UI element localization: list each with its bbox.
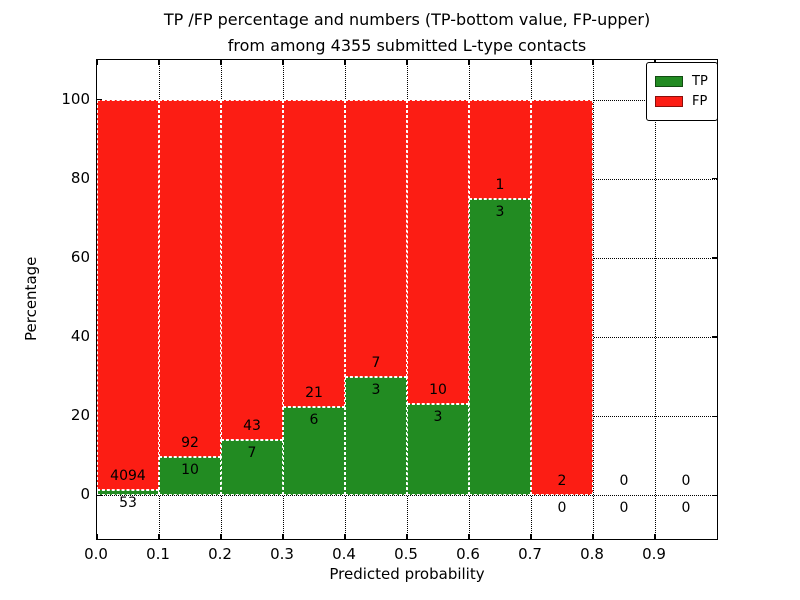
tp-count-label: 0 [619,500,629,517]
chart-title-line1: TP /FP percentage and numbers (TP-bottom… [163,10,651,29]
gridline-x [655,60,656,539]
tp-count-label: 53 [119,495,137,512]
tick-mark-right [712,336,717,338]
fp-count-label: 2 [557,473,567,490]
fp-count-label: 1 [495,176,505,193]
bar-tp [221,440,283,496]
tick-mark-right [712,494,717,497]
bar-tp [407,404,469,496]
tick-mark-right [712,178,717,180]
tp-count-label: 0 [681,500,691,517]
legend-swatch-fp [655,96,683,107]
fp-count-label: 10 [429,382,447,399]
tick-mark-bottom [654,534,656,539]
tick-mark-bottom [96,534,98,539]
y-tick-label: 20 [70,406,90,425]
tick-mark-bottom [530,534,532,539]
x-tick-label: 0.7 [518,545,542,563]
x-tick-label: 0.4 [332,545,356,563]
x-tick-label: 0.6 [456,545,480,563]
tick-mark-right [712,257,717,259]
bar-tp [345,376,407,496]
tick-mark-right [712,415,717,417]
x-tick-label: 0.2 [208,545,232,563]
bar-fp [159,99,221,457]
y-tick-label: 80 [70,168,90,187]
y-tick-label: 40 [70,327,90,346]
fp-count-label: 0 [619,473,629,490]
bar-fp [221,99,283,441]
tick-mark-bottom [282,534,284,539]
bar-fp [469,99,531,199]
tp-count-label: 3 [371,381,381,398]
x-tick-label: 0.5 [394,545,418,563]
tick-mark-bottom [592,534,594,539]
tick-mark-bottom [344,534,346,539]
tick-mark-bottom [468,534,470,539]
legend-label-fp: FP [692,94,708,109]
tick-mark-top [282,60,284,65]
bar-fp [531,99,593,496]
tp-count-label: 3 [495,203,505,220]
tp-count-label: 0 [557,500,567,517]
tp-count-label: 10 [181,461,199,478]
legend-swatch-tp [655,76,683,87]
fp-count-label: 4094 [110,468,146,485]
tick-mark-top [220,60,222,65]
bar-fp [345,99,407,377]
x-tick-label: 0.0 [84,545,108,563]
bar-fp [407,99,469,405]
legend: TP FP [646,62,718,121]
chart-title: TP /FP percentage and numbers (TP-bottom… [96,7,718,59]
tick-mark-top [406,60,408,65]
tp-count-label: 6 [309,412,319,429]
tick-mark-top [158,60,160,65]
fp-count-label: 92 [181,434,199,451]
y-tick-label: 60 [70,247,90,266]
plot-area: 4094 53 92 10 43 7 21 6 7 3 10 3 1 3 2 0 0 0 0 0 [96,59,718,540]
fp-count-label: 7 [371,354,381,371]
legend-row: FP [655,93,708,110]
bar-fp [283,99,345,408]
tick-mark-top [592,60,594,65]
x-tick-label: 0.8 [580,545,604,563]
y-axis-label: Percentage [22,256,40,341]
bar-tp [283,407,345,496]
x-tick-label: 0.3 [270,545,294,563]
bar-tp [159,456,221,496]
y-tick-label: 0 [80,485,90,504]
chart-title-line2: from among 4355 submitted L-type contact… [227,36,587,55]
tp-count-label: 3 [433,409,443,426]
y-tick-label: 100 [61,89,90,108]
tick-mark-top [96,60,98,65]
tick-mark-left [97,98,102,101]
bar-tp [97,490,159,496]
tick-mark-bottom [406,534,408,539]
x-tick-label: 0.1 [146,545,170,563]
x-axis-label: Predicted probability [329,565,485,583]
legend-row: TP [655,73,708,90]
bar-fp [97,99,159,491]
tick-mark-left [97,494,102,497]
tick-mark-top [344,60,346,65]
fp-count-label: 43 [243,418,261,435]
fp-count-label: 21 [305,385,323,402]
tick-mark-bottom [158,534,160,539]
x-tick-label: 0.9 [642,545,666,563]
gridline-x [593,60,594,539]
bar-tp [469,198,531,496]
legend-label-tp: TP [692,74,708,89]
fp-count-label: 0 [681,473,691,490]
tp-count-label: 7 [247,445,257,462]
tick-mark-bottom [220,534,222,539]
tick-mark-top [530,60,532,65]
tick-mark-top [468,60,470,65]
